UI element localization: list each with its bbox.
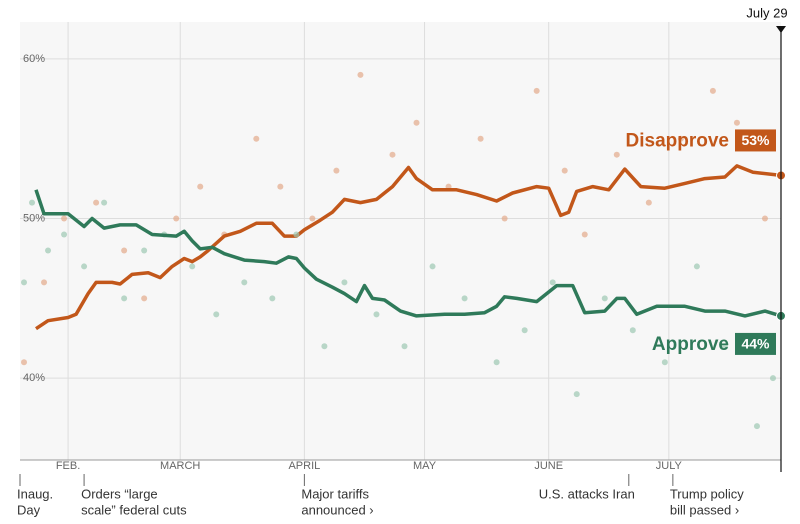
date-marker-label: July 29 (746, 5, 787, 20)
poll-dot (61, 215, 68, 222)
x-tick-label: JUNE (534, 460, 563, 472)
poll-dot (581, 231, 588, 238)
poll-dot (613, 151, 620, 158)
poll-dot (461, 295, 468, 302)
end-badge (735, 332, 776, 355)
poll-dot (309, 215, 316, 222)
poll-dot (21, 359, 28, 366)
annotation: Orders “large (81, 486, 158, 501)
trend-line (34, 189, 782, 318)
poll-dot (81, 263, 88, 270)
poll-dot (253, 135, 260, 142)
poll-dot (573, 391, 580, 398)
annotation: Inaug. (17, 486, 53, 501)
poll-dot (121, 295, 128, 302)
y-tick-label: 40% (23, 372, 45, 384)
poll-dot (533, 87, 540, 94)
poll-dot (241, 279, 248, 286)
end-value: 53% (741, 132, 770, 148)
end-value: 44% (741, 336, 770, 352)
x-tick-label: FEB. (56, 460, 80, 472)
poll-dot (709, 87, 716, 94)
poll-dot (753, 423, 760, 430)
poll-dot (661, 359, 668, 366)
poll-dot (601, 295, 608, 302)
poll-dot (477, 135, 484, 142)
y-tick-label: 60% (23, 53, 45, 65)
poll-dot (693, 263, 700, 270)
annotation: Day (17, 502, 41, 517)
poll-dot (401, 343, 408, 350)
annotation: Major tariffs (301, 486, 369, 501)
poll-dot (61, 231, 68, 238)
trend-line (35, 164, 782, 331)
poll-dot (141, 247, 148, 254)
poll-dot (321, 343, 328, 350)
poll-dot (429, 263, 436, 270)
annotation: U.S. attacks Iran (539, 486, 635, 501)
date-marker-arrow (776, 26, 786, 33)
poll-dot (173, 215, 180, 222)
poll-dot (521, 327, 528, 334)
poll-dot (357, 71, 364, 78)
x-tick-label: JULY (656, 460, 683, 472)
poll-dot (733, 119, 740, 126)
poll-dot (341, 279, 348, 286)
end-badge (735, 129, 776, 152)
poll-dot (721, 343, 728, 350)
poll-dot (629, 327, 636, 334)
poll-dot (293, 231, 300, 238)
poll-dot (45, 247, 52, 254)
poll-dot (41, 279, 48, 286)
poll-dot (121, 247, 128, 254)
x-tick-label: MARCH (160, 460, 200, 472)
poll-dot (549, 279, 556, 286)
poll-dot (501, 215, 508, 222)
annotation: announced › (301, 502, 373, 517)
poll-dot (373, 311, 380, 318)
poll-dot (761, 215, 768, 222)
poll-dot (413, 119, 420, 126)
x-tick-label: MAY (413, 460, 437, 472)
poll-dot (29, 199, 36, 206)
poll-dot (333, 167, 340, 174)
poll-dot (21, 279, 28, 286)
poll-dot (493, 359, 500, 366)
poll-dot (101, 199, 108, 206)
poll-dot (197, 183, 204, 190)
end-name: Approve (652, 334, 729, 355)
poll-dot (645, 199, 652, 206)
poll-dot (93, 199, 100, 206)
poll-dot (389, 151, 396, 158)
plot-area (20, 22, 781, 460)
x-tick-label: APRIL (288, 460, 320, 472)
end-name: Disapprove (626, 130, 729, 151)
poll-dot (213, 311, 220, 318)
poll-dot (769, 375, 776, 382)
annotation: bill passed › (670, 502, 739, 517)
annotation: scale” federal cuts (81, 502, 187, 517)
poll-dot (189, 263, 196, 270)
poll-dot (277, 183, 284, 190)
poll-dot (561, 167, 568, 174)
poll-dot (269, 295, 276, 302)
poll-dot (141, 295, 148, 302)
annotation: Trump policy (670, 486, 744, 501)
poll-dot (677, 135, 684, 142)
y-tick-label: 50% (23, 212, 45, 224)
